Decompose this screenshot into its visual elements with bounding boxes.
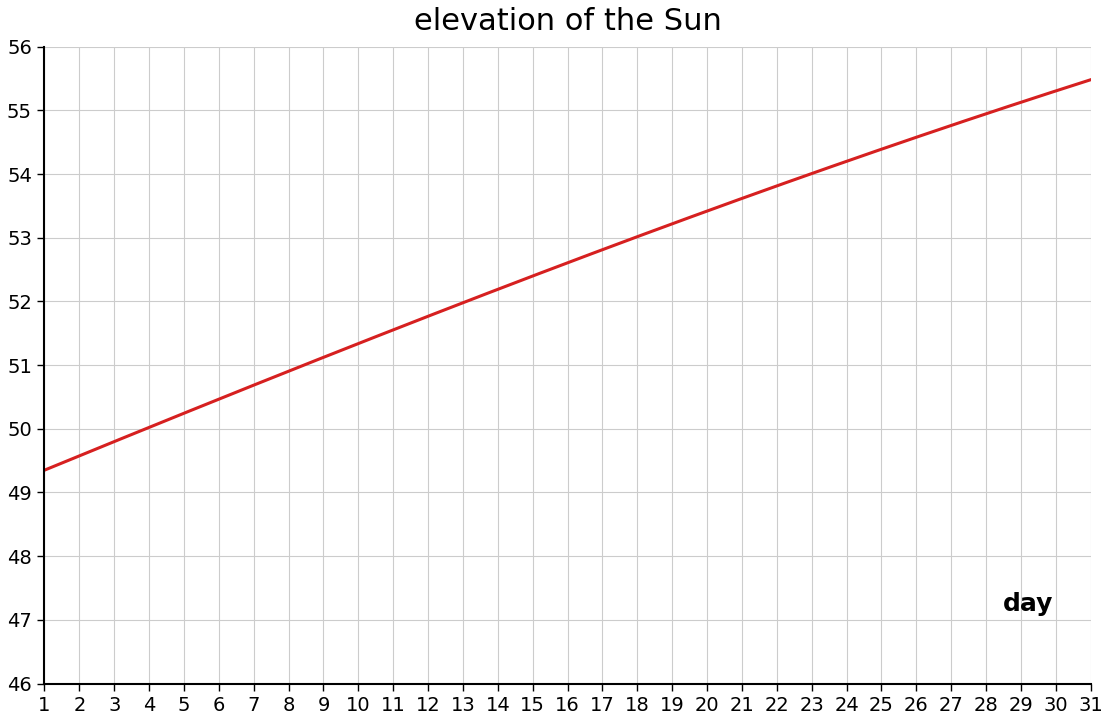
Title: elevation of the Sun: elevation of the Sun bbox=[414, 7, 722, 36]
Text: day: day bbox=[1002, 592, 1053, 616]
